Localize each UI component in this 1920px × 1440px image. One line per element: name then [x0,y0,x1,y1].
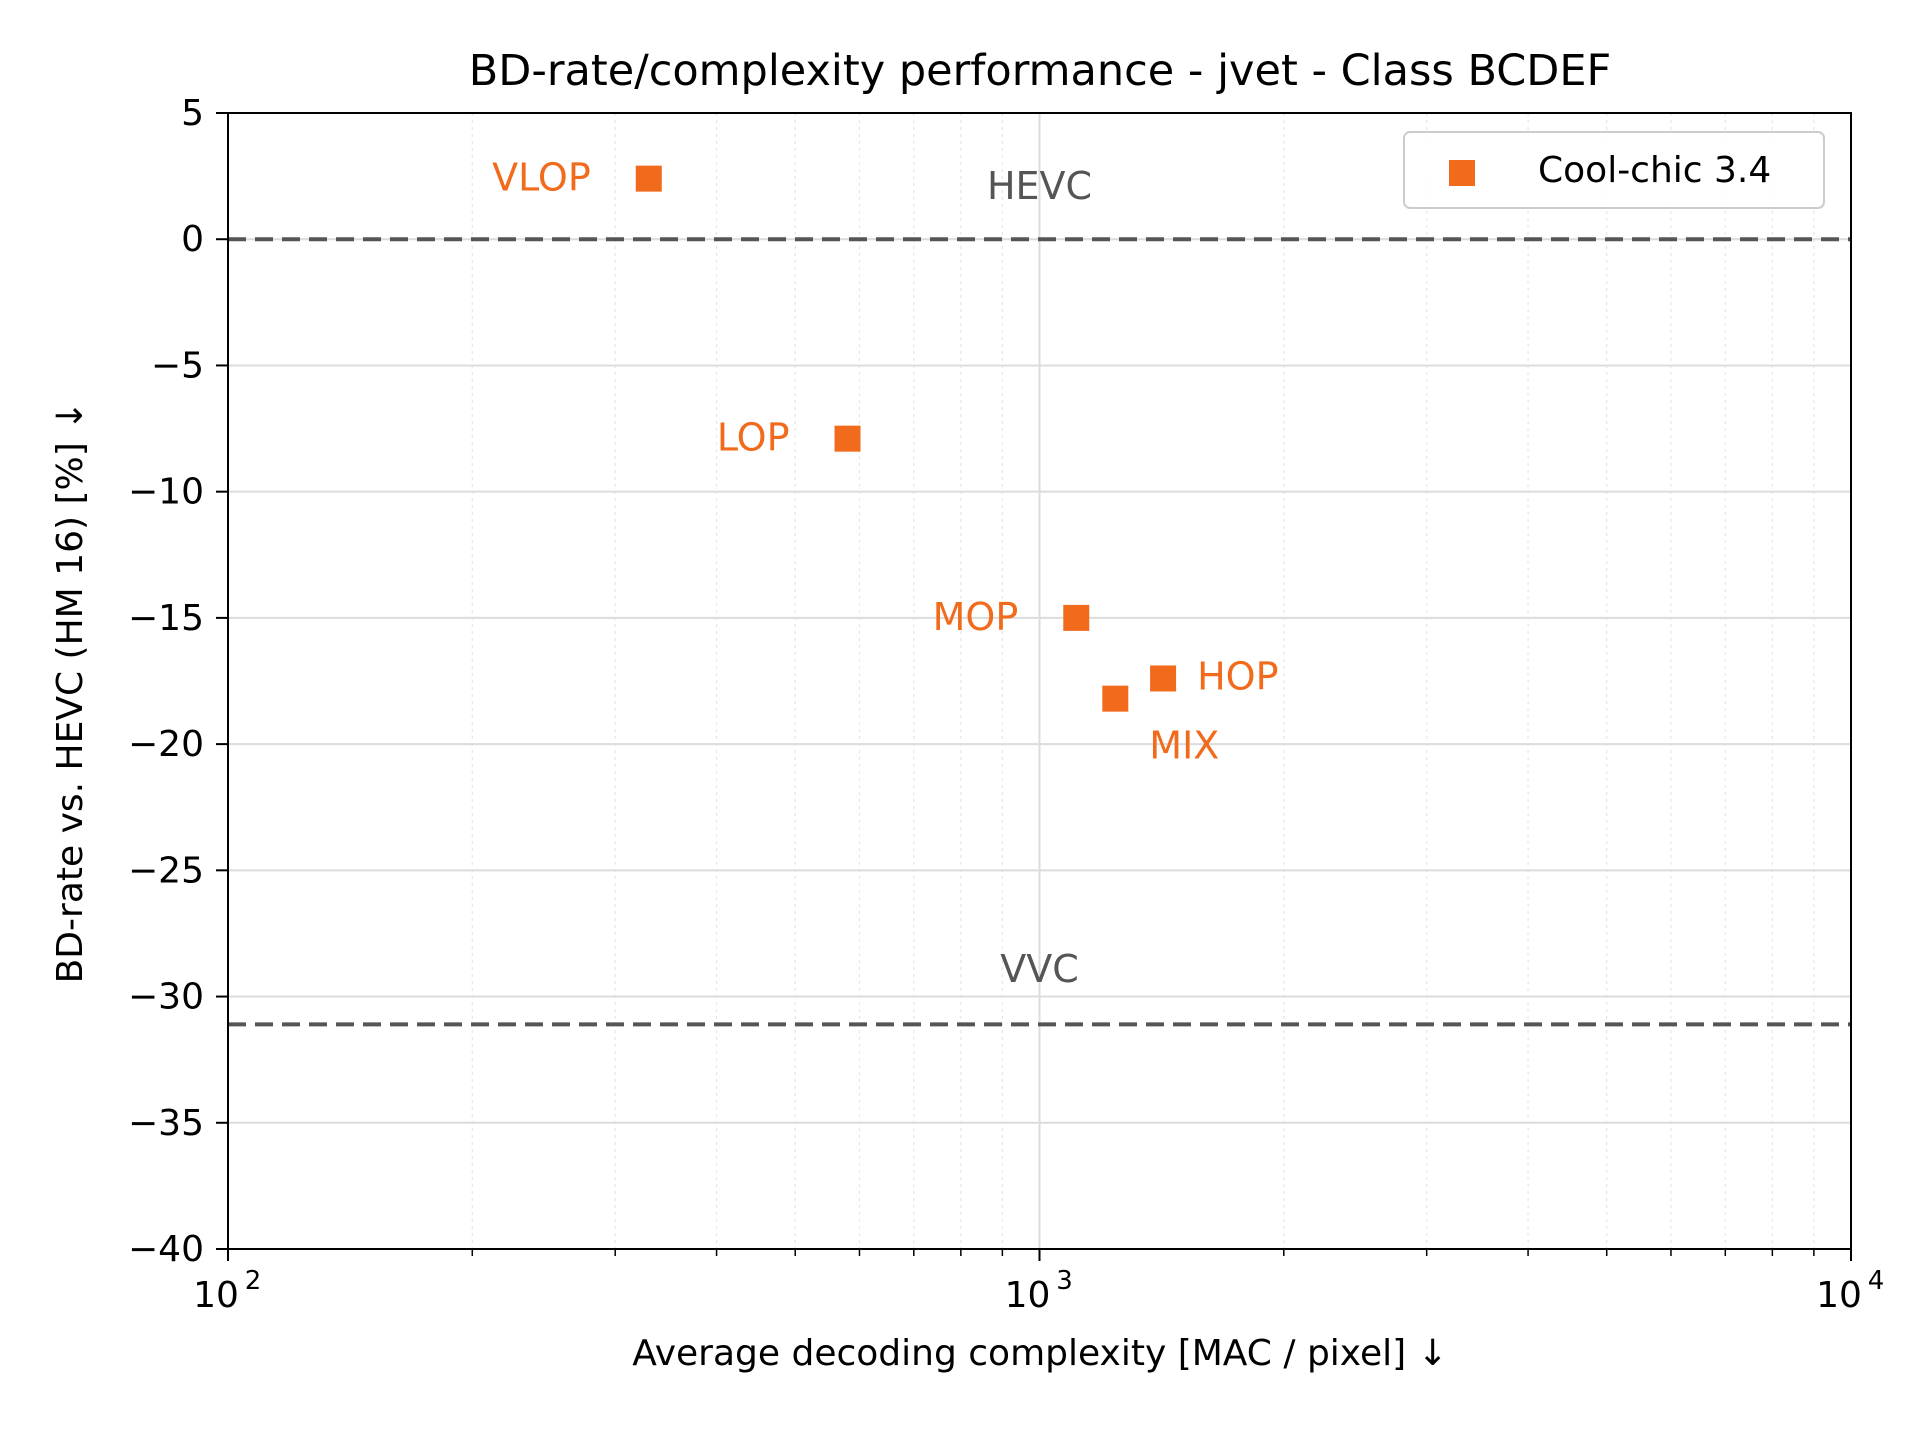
data-point-marker [1102,685,1129,712]
data-point-marker [834,425,861,452]
data-point-marker [635,165,662,192]
y-tick-label: 0 [181,219,204,260]
data-point-label: LOP [717,416,790,460]
y-tick-label: −35 [128,1103,204,1144]
reference-line-label: HEVC [987,164,1092,208]
y-tick-label: −30 [128,977,204,1018]
y-tick-label: 5 [181,93,204,134]
chart-title: BD-rate/complexity performance - jvet - … [469,46,1611,96]
y-tick-label: −40 [128,1229,204,1270]
data-points: VLOP LOP MOP HOP MIX [492,156,1278,768]
y-tick-label: −25 [128,850,204,891]
reference-lines: HEVC VVC [228,164,1851,1027]
legend-marker-square-icon [1449,160,1475,186]
y-tick-label: −15 [128,598,204,639]
y-tick-label: −10 [128,472,204,513]
data-point-label: VLOP [492,156,591,200]
x-tick-label-exponent: 4 [1868,1266,1885,1296]
data-point-marker [1150,665,1177,692]
x-tick-label-exponent: 2 [245,1266,262,1296]
x-tick-label-exponent: 3 [1056,1266,1073,1296]
data-point-label: MOP [933,595,1019,639]
grid [228,113,1851,1249]
y-tick-label: −5 [151,345,204,386]
data-point-marker [1063,604,1090,631]
reference-line-label: VVC [1000,947,1079,991]
legend-box [1403,131,1825,209]
x-tick-label: 10 [1005,1275,1051,1316]
y-tick-label: −20 [128,724,204,765]
x-axis-label: Average decoding complexity [MAC / pixel… [632,1333,1448,1374]
legend-entry-label: Cool-chic 3.4 [1538,150,1771,191]
data-point-label: MIX [1149,724,1219,768]
legend: Cool-chic 3.4 [1403,131,1825,209]
x-tick-label: 10 [1816,1275,1862,1316]
y-axis-label: BD-rate vs. HEVC (HM 16) [%] ↓ [50,401,91,984]
x-tick-label: 10 [193,1275,239,1316]
data-point-label: HOP [1197,654,1278,698]
